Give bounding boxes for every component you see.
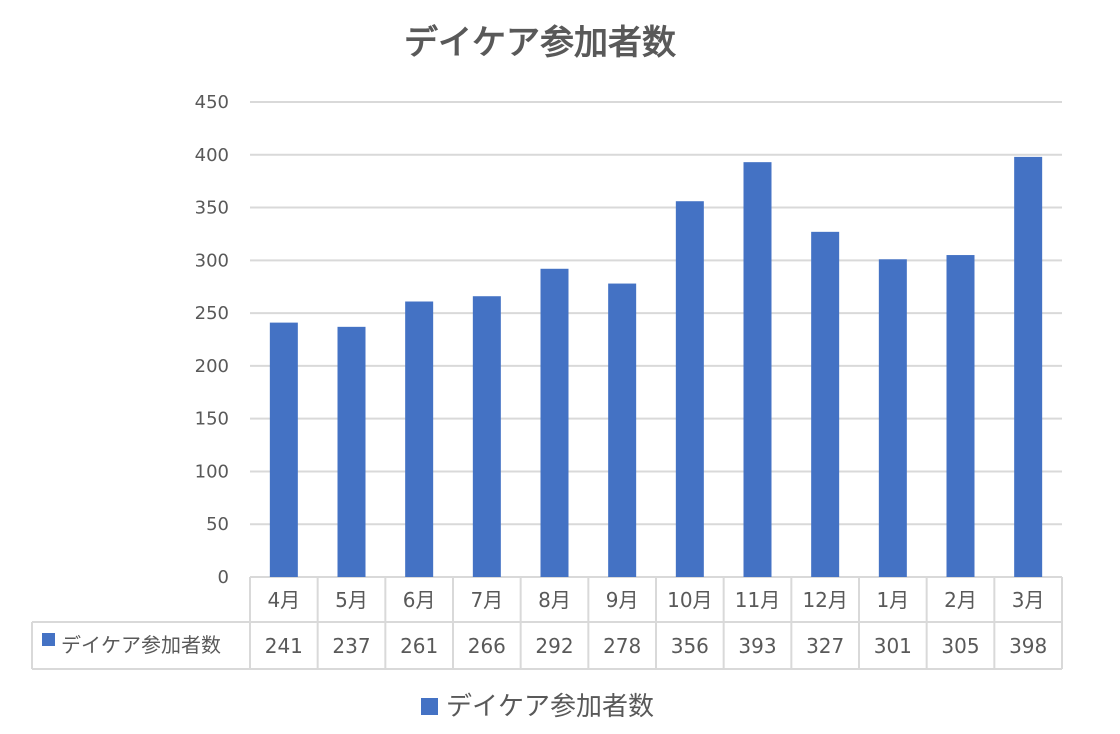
- bar-3月: [1014, 156, 1043, 577]
- bar-10月: [675, 201, 704, 577]
- y-tick-label: 450: [195, 92, 229, 113]
- bar-11月: [743, 162, 772, 577]
- data-label: 393: [738, 634, 776, 658]
- x-tick-label: 11月: [735, 588, 780, 612]
- y-tick-label: 150: [195, 409, 229, 430]
- y-tick-label: 200: [195, 356, 229, 377]
- y-tick-label: 400: [195, 145, 229, 166]
- bar-5月: [337, 326, 366, 577]
- gridlines: [250, 101, 1062, 578]
- bar-9月: [608, 283, 637, 577]
- y-axis: 0 50 100 150 200 250 300 350 400 450: [195, 92, 229, 588]
- x-tick-label: 7月: [470, 588, 503, 612]
- x-tick-label: 5月: [335, 588, 368, 612]
- bar-8月: [540, 268, 569, 577]
- data-label: 237: [332, 634, 370, 658]
- bar-1月: [878, 259, 907, 577]
- y-tick-label: 300: [195, 250, 229, 271]
- data-label: 327: [806, 634, 844, 658]
- x-tick-label: 3月: [1012, 588, 1045, 612]
- x-tick-label: 6月: [403, 588, 436, 612]
- legend: デイケア参加者数: [421, 692, 654, 722]
- y-tick-label: 0: [218, 567, 229, 588]
- data-label: 305: [941, 634, 979, 658]
- data-table: 4月 241 5月 237 6月 261 7月 266 8月 292 9月 278 10月 356 11月 3…: [31, 577, 1063, 670]
- bar-2月: [946, 255, 975, 578]
- data-label: 278: [603, 634, 641, 658]
- x-tick-label: 4月: [267, 588, 300, 612]
- data-label: 356: [671, 634, 709, 658]
- table-series-swatch: [42, 633, 55, 646]
- y-tick-label: 350: [195, 198, 229, 219]
- x-tick-label: 10月: [667, 588, 712, 612]
- data-label: 398: [1009, 634, 1047, 658]
- bar-12月: [811, 231, 840, 578]
- legend-swatch: [421, 698, 438, 715]
- y-tick-label: 250: [195, 303, 229, 324]
- data-label: 292: [535, 634, 573, 658]
- x-tick-label: 9月: [606, 588, 639, 612]
- data-label: 241: [265, 634, 303, 658]
- bar-6月: [405, 301, 434, 577]
- bar-series: [269, 156, 1043, 578]
- data-label: 266: [468, 634, 506, 658]
- x-tick-label: 12月: [802, 588, 847, 612]
- y-tick-label: 50: [206, 514, 229, 535]
- y-tick-label: 100: [195, 461, 229, 482]
- data-label: 261: [400, 634, 438, 658]
- data-label: 301: [874, 634, 912, 658]
- chart-title: デイケア参加者数: [404, 23, 676, 63]
- x-tick-label: 2月: [944, 588, 977, 612]
- table-series-label: デイケア参加者数: [61, 633, 221, 657]
- x-tick-label: 8月: [538, 588, 571, 612]
- bar-4月: [269, 322, 298, 577]
- legend-label: デイケア参加者数: [446, 692, 654, 722]
- bar-7月: [472, 296, 501, 577]
- x-tick-label: 1月: [876, 588, 909, 612]
